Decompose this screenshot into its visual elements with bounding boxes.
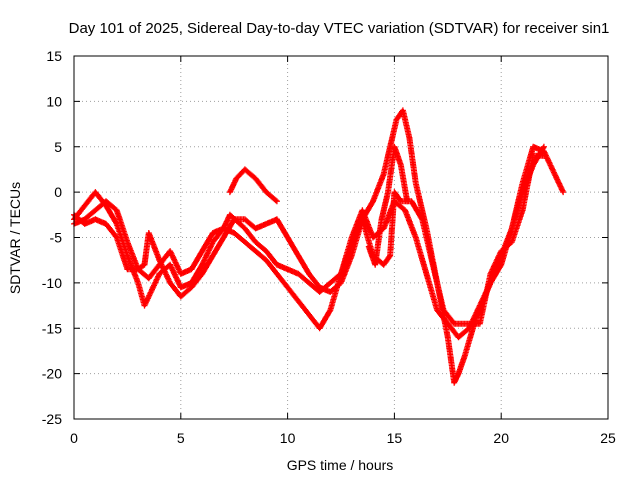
series-track-b — [71, 143, 547, 341]
series-track-e — [365, 143, 411, 268]
y-tick-label: 0 — [54, 184, 62, 200]
series-markers — [71, 143, 547, 341]
tick-labels: 0 5 10 15 20 25 15 10 5 0 -5 -10 -15 -20 -25 — [42, 48, 616, 446]
chart-title: Day 101 of 2025, Sidereal Day-to-day VTE… — [69, 20, 610, 37]
y-tick-label: -15 — [42, 320, 62, 336]
y-tick-label: 15 — [46, 48, 62, 64]
plot-border — [73, 55, 609, 420]
y-tick-label: -5 — [50, 230, 63, 246]
data-series — [71, 107, 567, 386]
series-track-d — [226, 166, 280, 205]
y-tick-label: -25 — [42, 411, 62, 427]
x-tick-label: 0 — [70, 430, 78, 446]
series-markers — [226, 166, 280, 205]
y-tick-label: 10 — [46, 93, 62, 109]
x-tick-label: 25 — [600, 430, 616, 446]
x-tick-label: 5 — [177, 430, 185, 446]
x-tick-label: 15 — [387, 430, 403, 446]
series-markers — [365, 143, 411, 268]
x-axis-label: GPS time / hours — [287, 457, 394, 473]
x-tick-label: 20 — [493, 430, 509, 446]
y-axis-label: SDTVAR / TECUs — [7, 182, 23, 294]
grid-lines — [74, 56, 608, 419]
x-tick-label: 10 — [280, 430, 296, 446]
y-tick-label: -10 — [42, 275, 62, 291]
y-tick-label: 5 — [54, 139, 62, 155]
y-tick-label: -20 — [42, 366, 62, 382]
